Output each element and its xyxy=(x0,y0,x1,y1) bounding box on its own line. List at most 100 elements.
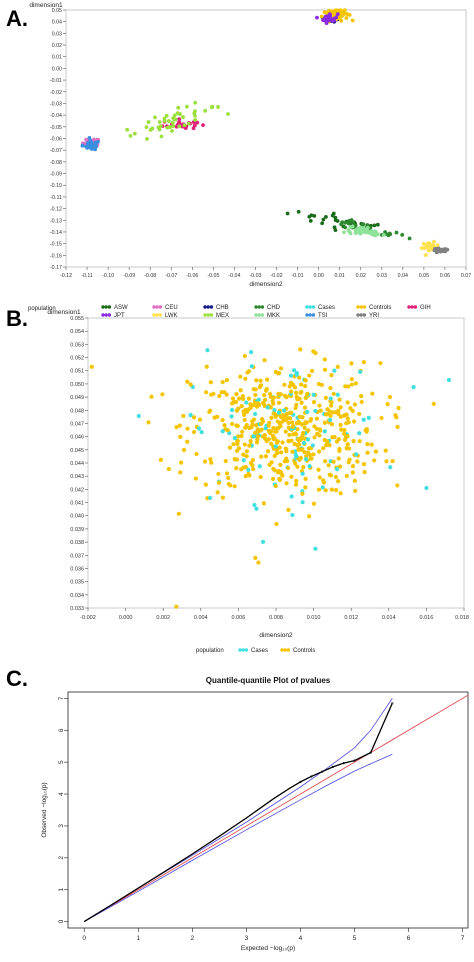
data-point-controls xyxy=(248,460,254,466)
legend-marker xyxy=(257,305,261,309)
data-point-controls xyxy=(318,428,323,433)
data-point-controls xyxy=(299,400,304,405)
data-point-asw xyxy=(312,213,317,218)
data-point-controls xyxy=(266,423,271,428)
legend-label: MKK xyxy=(267,313,280,319)
x-axis-label: dimension2 xyxy=(249,281,283,288)
data-point-controls xyxy=(254,440,260,445)
data-point-mex xyxy=(170,129,174,133)
data-point-controls xyxy=(178,470,183,475)
data-point-controls xyxy=(270,476,276,482)
data-point-asw xyxy=(332,225,337,230)
data-point-controls xyxy=(345,400,350,405)
legend-marker xyxy=(155,313,159,317)
data-point-controls xyxy=(353,488,358,493)
data-point-controls xyxy=(202,459,208,464)
data-point-controls xyxy=(238,388,243,393)
data-point-controls xyxy=(223,458,228,464)
data-point-controls xyxy=(271,425,276,431)
data-point-mex xyxy=(175,111,180,116)
data-point-controls xyxy=(361,461,367,467)
legend-marker xyxy=(359,305,363,309)
y-tick-label: -0.15 xyxy=(50,242,62,248)
data-point-jpt xyxy=(327,14,332,18)
y-tick-label: 0.044 xyxy=(70,461,84,467)
data-point-chd xyxy=(394,230,399,235)
data-point-controls xyxy=(307,514,312,519)
data-point-observed xyxy=(369,751,372,754)
data-point-controls xyxy=(204,364,209,369)
x-tick-label: 4 xyxy=(299,935,303,942)
y-tick-label: 0.033 xyxy=(70,606,84,612)
data-point-controls xyxy=(251,387,256,392)
legend-marker xyxy=(286,648,291,652)
data-point-chd xyxy=(339,222,344,227)
data-point-tsi xyxy=(93,147,98,152)
data-point-controls xyxy=(337,397,342,402)
data-point-controls xyxy=(327,472,332,477)
data-point-controls xyxy=(204,390,209,395)
data-point-controls xyxy=(188,382,193,387)
data-point-cases xyxy=(289,494,294,499)
data-point-tsi xyxy=(80,143,85,148)
data-point-controls xyxy=(209,460,214,465)
data-point-controls xyxy=(352,402,358,407)
y-tick-label: 0.04 xyxy=(52,20,62,26)
data-point-controls xyxy=(246,407,251,412)
data-point-controls xyxy=(286,425,291,430)
data-point-mkk xyxy=(360,229,365,234)
data-point-controls xyxy=(344,16,349,20)
legend-label: LWK xyxy=(165,313,178,319)
data-point-controls xyxy=(216,471,221,477)
data-point-controls xyxy=(291,432,296,437)
data-point-controls xyxy=(240,393,245,399)
y-tick-label: 6 xyxy=(58,728,65,732)
data-point-cases xyxy=(313,546,318,551)
data-point-controls xyxy=(239,433,244,439)
data-point-controls xyxy=(289,410,294,415)
data-point-cases xyxy=(265,405,270,410)
legend-label: YRI xyxy=(369,313,379,319)
data-point-cases xyxy=(300,500,305,505)
data-point-controls xyxy=(306,428,311,433)
y-tick-label: 2 xyxy=(58,856,65,860)
data-point-observed xyxy=(331,765,335,769)
y-tick-label: 4 xyxy=(58,792,65,796)
data-point-controls xyxy=(259,421,264,426)
data-point-controls xyxy=(274,521,279,527)
data-point-cases xyxy=(272,408,277,413)
data-point-asw xyxy=(321,217,326,222)
data-point-chd xyxy=(351,220,355,225)
data-point-cases xyxy=(446,377,452,383)
data-point-controls xyxy=(301,430,306,435)
y-tick-label: 7 xyxy=(58,696,65,700)
series-line-observed xyxy=(83,702,393,923)
data-point-controls xyxy=(350,408,355,413)
y-tick-label: 0.037 xyxy=(70,553,84,559)
data-point-controls xyxy=(323,412,329,417)
y-tick-label: 0.042 xyxy=(70,487,84,493)
data-point-controls xyxy=(336,479,341,484)
data-point-asw xyxy=(320,221,325,226)
data-point-controls xyxy=(276,468,281,474)
data-point-controls xyxy=(273,429,278,434)
data-point-cases xyxy=(288,373,294,378)
data-point-cases xyxy=(332,368,337,373)
data-point-observed xyxy=(353,759,356,762)
data-point-controls xyxy=(311,399,317,405)
data-point-controls xyxy=(263,388,269,393)
y-axis-label: dimension1 xyxy=(29,2,63,9)
data-point-controls xyxy=(215,490,220,495)
data-point-chd xyxy=(400,233,405,237)
x-tick-label: 0.01 xyxy=(335,273,345,279)
data-point-mex xyxy=(157,120,162,124)
data-point-controls xyxy=(248,439,253,444)
data-point-controls xyxy=(307,373,312,378)
data-point-controls xyxy=(284,481,289,486)
chart-title: Quantile-quantile Plot of pvalues xyxy=(206,676,331,685)
y-tick-label: -0.06 xyxy=(50,137,62,143)
x-tick-label: -0.09 xyxy=(123,273,135,279)
data-point-controls xyxy=(287,384,292,389)
data-point-controls xyxy=(359,399,364,405)
y-tick-label: 0.055 xyxy=(70,316,84,322)
